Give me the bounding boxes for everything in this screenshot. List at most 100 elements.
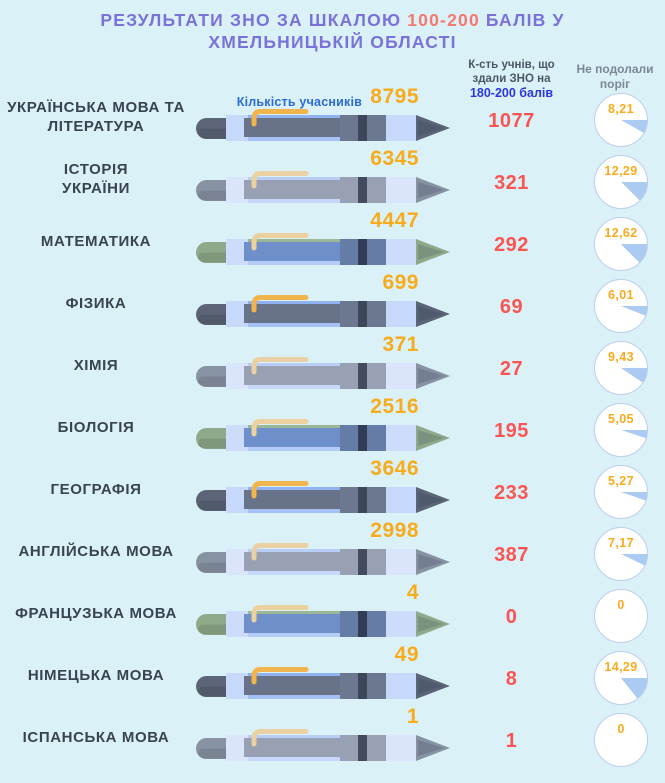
- subject-label: МАТЕМАТИКА: [40, 232, 152, 250]
- column-header-fail-threshold: Не подолали поріг: [576, 62, 654, 91]
- fail-threshold-pie: 12,29: [594, 155, 648, 209]
- top-scorers-count: 1077: [488, 109, 535, 132]
- pie-wrap: 9,43: [577, 334, 665, 396]
- table-row: ФРАНЦУЗЬКА МОВА 4 0 0: [0, 582, 665, 644]
- table-row: НІМЕЦЬКА МОВА 49 8 14,29: [0, 644, 665, 706]
- fail-threshold-value: 0: [617, 722, 625, 736]
- pen-zone: 2516: [192, 396, 458, 458]
- pen-zone: 1: [192, 706, 458, 768]
- fail-threshold-value: 9,43: [608, 350, 634, 364]
- subject-label: ІСТОРІЯ УКРАЇНИ: [62, 161, 130, 197]
- participants-count: 49: [394, 643, 419, 666]
- pie-wrap: 12,62: [577, 210, 665, 272]
- participants-count: 3646: [370, 457, 419, 480]
- fail-threshold-value: 7,17: [608, 536, 634, 550]
- top-scorers-count: 292: [494, 233, 529, 256]
- subject-label: БІОЛОГІЯ: [57, 418, 135, 436]
- pen-icon: [196, 171, 450, 203]
- pie-wrap: 14,29: [577, 644, 665, 706]
- pie-wrap: 12,29: [577, 148, 665, 210]
- subject-label: ІСПАНСЬКА МОВА: [22, 728, 170, 746]
- table-row: ХІМІЯ 371 27 9,43: [0, 334, 665, 396]
- column-header-top-scorers: К-сть учнів, що здали ЗНО на 180-200 бал…: [450, 58, 573, 101]
- subject-label: НІМЕЦЬКА МОВА: [27, 666, 165, 684]
- participants-count: 699: [382, 271, 419, 294]
- top-scorers-count: 27: [499, 357, 524, 380]
- fail-threshold-value: 14,29: [604, 660, 638, 674]
- top-scorers-count: 8: [505, 667, 518, 690]
- pen-icon: [196, 295, 450, 327]
- column-header-participants: Кількість учасників: [236, 95, 362, 109]
- column-header-score-range: 180-200 балів: [469, 86, 554, 100]
- participants-count: 8795: [370, 85, 419, 108]
- pen-icon: [196, 357, 450, 389]
- subject-label: УКРАЇНСЬКА МОВА ТА ЛІТЕРАТУРА: [7, 99, 185, 135]
- table-row: БІОЛОГІЯ 2516 195 5,05: [0, 396, 665, 458]
- pen-icon: [196, 419, 450, 451]
- table-row: АНГЛІЙСЬКА МОВА 2998 387 7,17: [0, 520, 665, 582]
- fail-threshold-pie: 0: [594, 589, 648, 643]
- pen-zone: 6345: [192, 148, 458, 210]
- pen-zone: 2998: [192, 520, 458, 582]
- table-row: УКРАЇНСЬКА МОВА ТА ЛІТЕРАТУРА 8795 1077: [0, 86, 665, 148]
- pen-icon: [196, 605, 450, 637]
- title-text-b: БАЛІВ У: [479, 10, 565, 30]
- top-scorers-count: 195: [494, 419, 529, 442]
- participants-count: 371: [382, 333, 419, 356]
- pie-wrap: 5,05: [577, 396, 665, 458]
- table-row: ІСПАНСЬКА МОВА 1 1 0: [0, 706, 665, 768]
- rows: УКРАЇНСЬКА МОВА ТА ЛІТЕРАТУРА 8795 1077: [0, 86, 665, 768]
- top-scorers-count: 321: [494, 171, 529, 194]
- participants-count: 2998: [370, 519, 419, 542]
- pie-wrap: 6,01: [577, 272, 665, 334]
- pen-icon: [196, 667, 450, 699]
- pen-zone: 699: [192, 272, 458, 334]
- pen-zone: 4447: [192, 210, 458, 272]
- pen-icon: [196, 729, 450, 761]
- fail-threshold-pie: 9,43: [594, 341, 648, 395]
- fail-threshold-value: 5,27: [608, 474, 634, 488]
- fail-threshold-pie: 8,21: [594, 93, 648, 147]
- top-scorers-count: 69: [499, 295, 524, 318]
- fail-threshold-pie: 12,62: [594, 217, 648, 271]
- pen-icon: [196, 543, 450, 575]
- subject-label: АНГЛІЙСЬКА МОВА: [18, 542, 174, 560]
- pen-zone: 3646: [192, 458, 458, 520]
- page-title-line2: ХМЕЛЬНИЦЬКІЙ ОБЛАСТІ: [208, 32, 457, 52]
- top-scorers-count: 387: [494, 543, 529, 566]
- participants-count: 4447: [370, 209, 419, 232]
- pie-wrap: 8,21: [577, 86, 665, 148]
- fail-threshold-value: 8,21: [608, 102, 634, 116]
- top-scorers-count: 1: [505, 729, 518, 752]
- table-row: МАТЕМАТИКА 4447 292 12,62: [0, 210, 665, 272]
- fail-threshold-value: 5,05: [608, 412, 634, 426]
- participants-count: 2516: [370, 395, 419, 418]
- participants-count: 1: [406, 705, 419, 728]
- pen-zone: 49: [192, 644, 458, 706]
- participants-count: 6345: [370, 147, 419, 170]
- participants-count: 4: [406, 581, 419, 604]
- subject-label: ФРАНЦУЗЬКА МОВА: [15, 604, 177, 622]
- fail-threshold-pie: 0: [594, 713, 648, 767]
- table-row: ГЕОГРАФІЯ 3646 233 5,27: [0, 458, 665, 520]
- title-text-a: РЕЗУЛЬТАТИ ЗНО ЗА ШКАЛОЮ: [100, 10, 408, 30]
- table-row: ІСТОРІЯ УКРАЇНИ 6345 321 12,29: [0, 148, 665, 210]
- table-row: ФІЗИКА 699 69 6,01: [0, 272, 665, 334]
- fail-threshold-pie: 5,27: [594, 465, 648, 519]
- fail-threshold-pie: 7,17: [594, 527, 648, 581]
- fail-threshold-pie: 6,01: [594, 279, 648, 333]
- page-title-line1: РЕЗУЛЬТАТИ ЗНО ЗА ШКАЛОЮ 100-200 БАЛІВ У: [0, 9, 665, 31]
- column-header-top-scorers-text: К-сть учнів, що здали ЗНО на: [468, 59, 555, 85]
- top-scorers-count: 233: [494, 481, 529, 504]
- pen-icon: [196, 481, 450, 513]
- subject-label: ХІМІЯ: [73, 356, 119, 374]
- fail-threshold-value: 12,62: [604, 226, 638, 240]
- pen-icon: [196, 109, 450, 141]
- pen-icon: [196, 233, 450, 265]
- fail-threshold-value: 12,29: [604, 164, 638, 178]
- title-score-range: 100-200: [407, 10, 480, 30]
- fail-threshold-value: 0: [617, 598, 625, 612]
- page-title: РЕЗУЛЬТАТИ ЗНО ЗА ШКАЛОЮ 100-200 БАЛІВ У…: [0, 9, 665, 53]
- subject-label: ГЕОГРАФІЯ: [50, 480, 142, 498]
